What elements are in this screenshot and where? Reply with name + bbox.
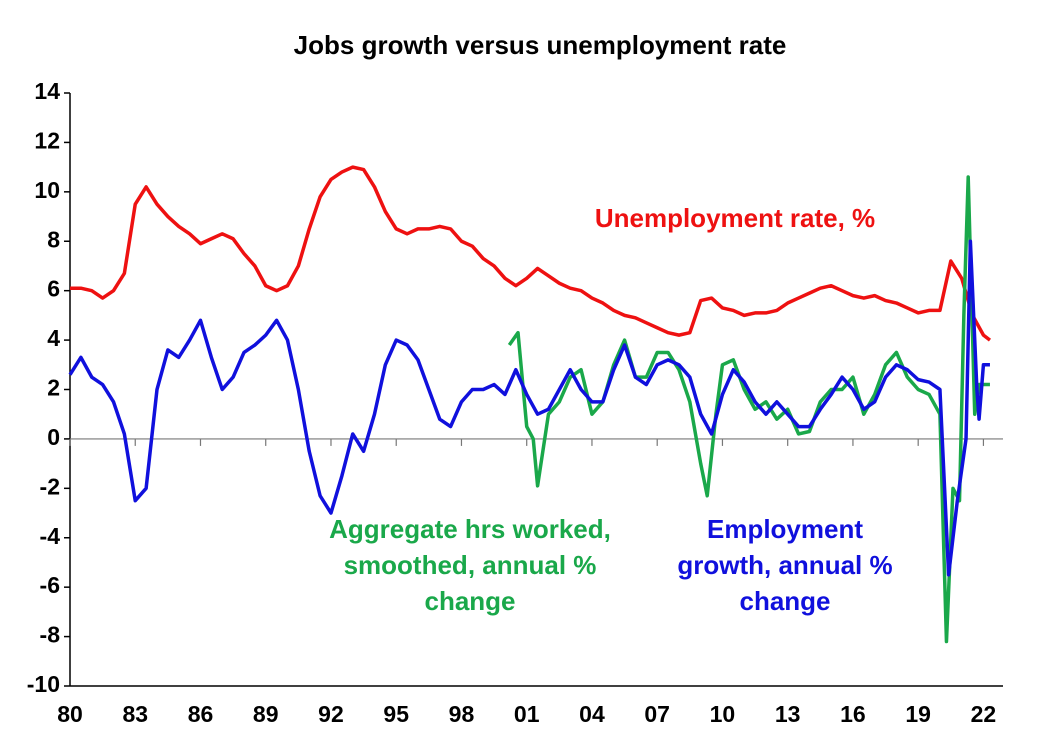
y-tick-label: 12 [34,127,60,153]
series-label: Aggregate hrs worked, smoothed, annual %… [329,514,611,616]
series-label: Employment growth, annual % change [677,514,893,616]
y-tick-label: 4 [47,325,60,351]
x-tick-label: 22 [971,701,997,727]
x-tick-label: 13 [775,701,801,727]
x-tick-label: 07 [644,701,670,727]
y-tick-label: -4 [40,523,61,549]
y-tick-label: 6 [47,276,60,302]
x-tick-label: 89 [253,701,279,727]
series-line [70,165,992,342]
x-tick-label: 16 [840,701,866,727]
chart-title: Jobs growth versus unemployment rate [294,30,787,60]
y-tick-label: 10 [34,177,60,203]
y-tick-label: 2 [47,375,60,401]
x-tick-label: 10 [710,701,736,727]
x-tick-label: 86 [188,701,214,727]
series-line [68,239,990,577]
y-tick-label: -2 [40,473,60,499]
x-tick-label: 95 [383,701,409,727]
x-tick-label: 19 [905,701,931,727]
x-tick-label: 83 [122,701,148,727]
y-tick-label: -6 [40,572,60,598]
y-tick-label: 14 [34,78,60,104]
y-tick-label: -8 [40,622,61,648]
x-tick-label: 04 [579,701,605,727]
y-tick-label: 0 [47,424,60,450]
series-label: Unemployment rate, % [594,203,876,233]
x-tick-label: 80 [57,701,83,727]
y-tick-label: -10 [27,671,60,697]
x-tick-label: 98 [449,701,475,727]
x-tick-label: 92 [318,701,344,727]
x-tick-label: 01 [514,701,540,727]
series-line [507,175,990,644]
y-tick-label: 8 [47,226,60,252]
